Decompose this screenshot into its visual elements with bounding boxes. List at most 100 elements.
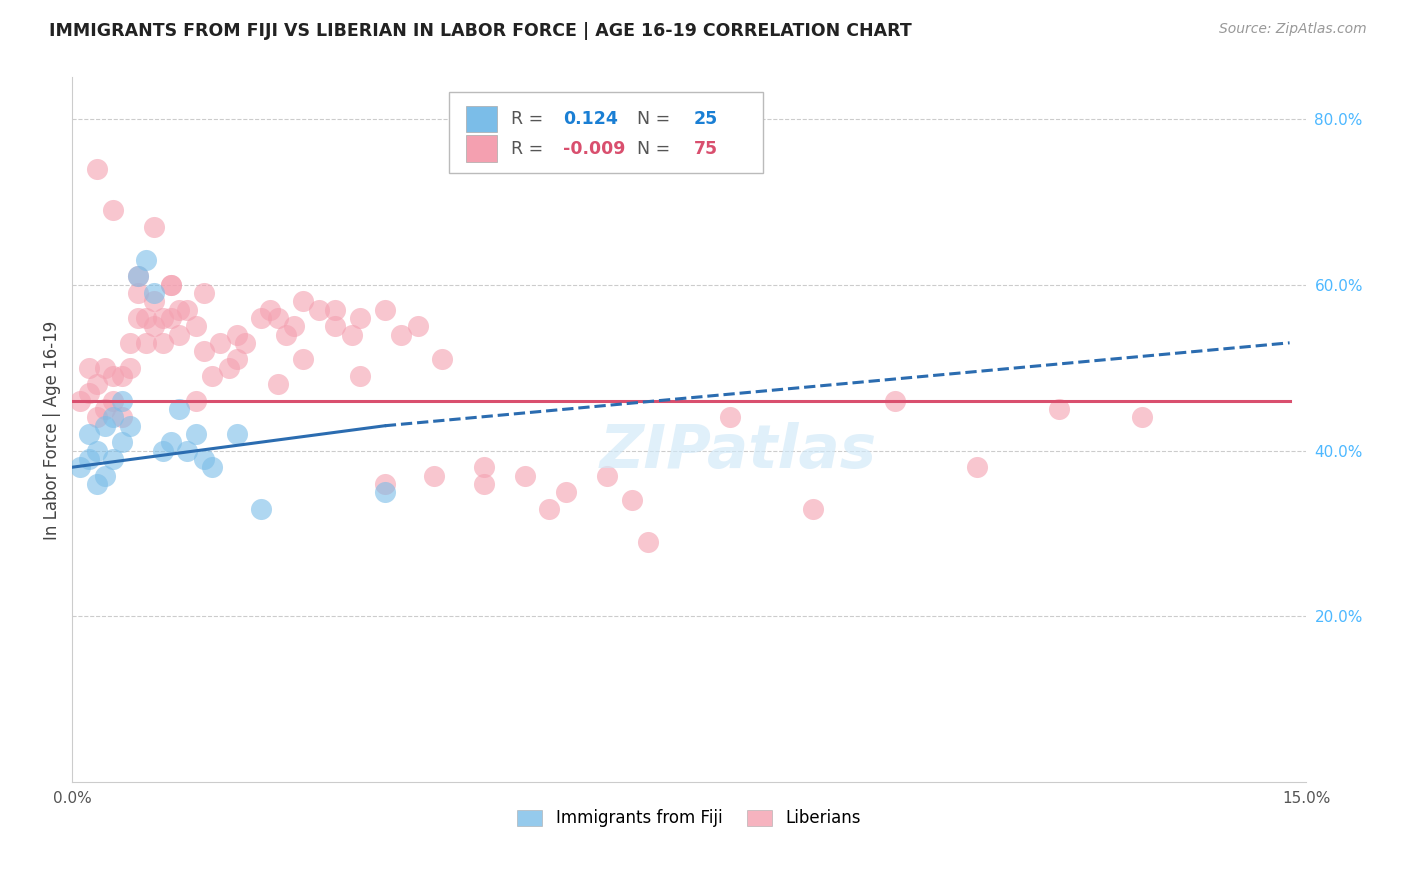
Point <box>118 418 141 433</box>
Point <box>118 360 141 375</box>
Point <box>110 393 132 408</box>
Point <box>308 302 330 317</box>
Point <box>325 302 347 317</box>
Point <box>389 327 412 342</box>
Point <box>966 460 988 475</box>
Point <box>86 161 108 176</box>
Point <box>86 476 108 491</box>
Point <box>127 269 149 284</box>
Point <box>103 393 125 408</box>
Point <box>110 410 132 425</box>
Point <box>69 393 91 408</box>
Point <box>274 327 297 342</box>
FancyBboxPatch shape <box>465 105 496 132</box>
Point <box>637 534 659 549</box>
Point <box>374 485 396 500</box>
Point <box>167 327 190 342</box>
Text: 25: 25 <box>695 110 718 128</box>
Point <box>143 286 166 301</box>
Point <box>167 402 190 417</box>
Point <box>135 335 157 350</box>
Point <box>193 451 215 466</box>
Point <box>94 402 117 417</box>
Text: R =: R = <box>512 140 550 158</box>
Point <box>620 493 643 508</box>
Point <box>135 252 157 267</box>
Point <box>110 435 132 450</box>
Point <box>225 327 247 342</box>
Point <box>86 377 108 392</box>
Point <box>406 319 429 334</box>
Text: R =: R = <box>512 110 555 128</box>
Point <box>1130 410 1153 425</box>
Point <box>77 451 100 466</box>
Point <box>127 269 149 284</box>
Point <box>176 302 198 317</box>
Point <box>160 435 183 450</box>
Point <box>103 410 125 425</box>
Point <box>538 501 561 516</box>
Point <box>201 369 224 384</box>
Point <box>184 319 207 334</box>
Legend: Immigrants from Fiji, Liberians: Immigrants from Fiji, Liberians <box>510 803 868 834</box>
Point <box>432 352 454 367</box>
Point <box>218 360 240 375</box>
Point <box>472 460 495 475</box>
Point <box>143 319 166 334</box>
Point <box>349 369 371 384</box>
Point <box>233 335 256 350</box>
Point <box>423 468 446 483</box>
Point <box>160 277 183 292</box>
Point <box>152 335 174 350</box>
Point <box>349 310 371 325</box>
Point <box>250 501 273 516</box>
Point <box>77 385 100 400</box>
Point <box>374 302 396 317</box>
Point <box>1047 402 1070 417</box>
FancyBboxPatch shape <box>449 92 763 173</box>
Point <box>103 451 125 466</box>
Point <box>596 468 619 483</box>
Point <box>143 219 166 234</box>
Text: 75: 75 <box>695 140 718 158</box>
Point <box>110 369 132 384</box>
Point <box>374 476 396 491</box>
Text: IMMIGRANTS FROM FIJI VS LIBERIAN IN LABOR FORCE | AGE 16-19 CORRELATION CHART: IMMIGRANTS FROM FIJI VS LIBERIAN IN LABO… <box>49 22 912 40</box>
Point <box>250 310 273 325</box>
Point <box>86 443 108 458</box>
Text: Source: ZipAtlas.com: Source: ZipAtlas.com <box>1219 22 1367 37</box>
Point <box>513 468 536 483</box>
Y-axis label: In Labor Force | Age 16-19: In Labor Force | Age 16-19 <box>44 320 60 540</box>
Point <box>883 393 905 408</box>
Point <box>184 393 207 408</box>
Point <box>86 410 108 425</box>
Point <box>184 427 207 442</box>
Point <box>718 410 741 425</box>
Point <box>94 468 117 483</box>
Point <box>325 319 347 334</box>
Point <box>152 310 174 325</box>
Point <box>267 377 290 392</box>
Point <box>94 418 117 433</box>
Point <box>291 294 314 309</box>
Point <box>259 302 281 317</box>
Point <box>209 335 232 350</box>
Text: -0.009: -0.009 <box>564 140 626 158</box>
Point <box>143 294 166 309</box>
Point <box>176 443 198 458</box>
Point <box>94 360 117 375</box>
Point <box>472 476 495 491</box>
Point <box>340 327 363 342</box>
Text: N =: N = <box>626 110 676 128</box>
Point <box>267 310 290 325</box>
Point <box>225 352 247 367</box>
FancyBboxPatch shape <box>465 136 496 162</box>
Point <box>160 310 183 325</box>
Point <box>167 302 190 317</box>
Point <box>193 344 215 359</box>
Point <box>127 286 149 301</box>
Point <box>77 360 100 375</box>
Point <box>283 319 305 334</box>
Point <box>152 443 174 458</box>
Point <box>801 501 824 516</box>
